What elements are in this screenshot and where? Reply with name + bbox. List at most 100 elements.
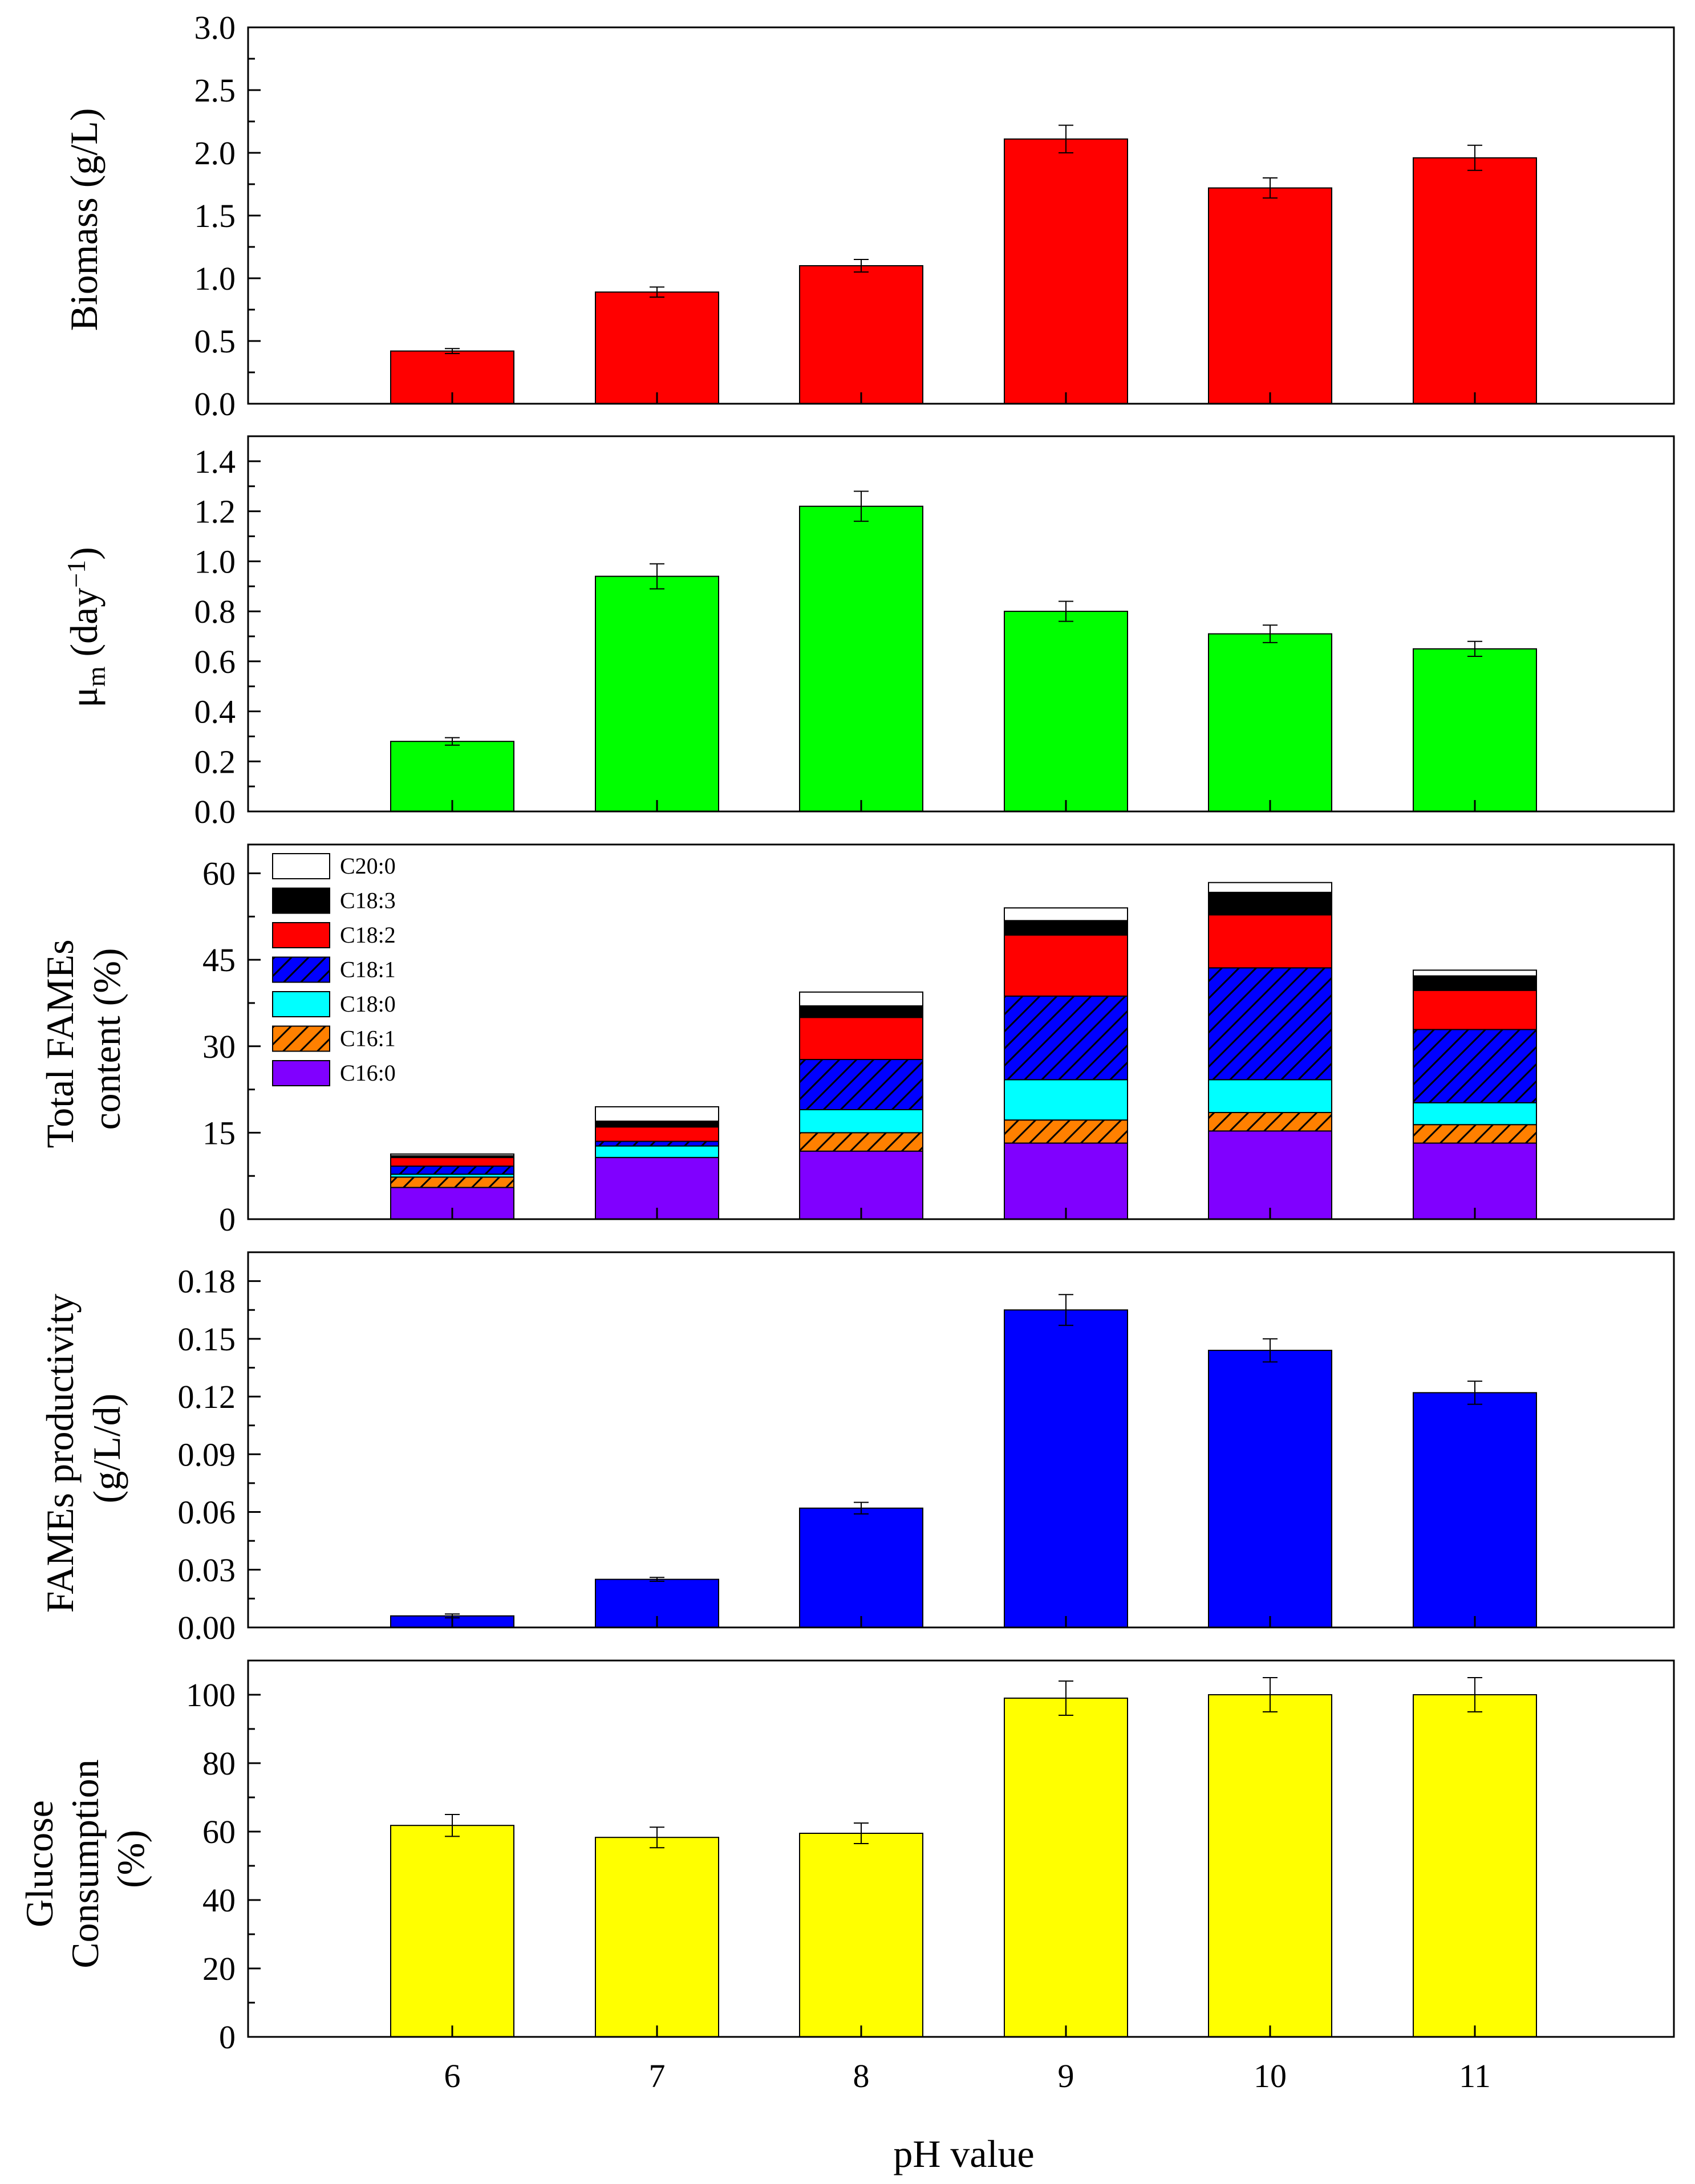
legend-label-C16-1: C16:1 xyxy=(340,1026,396,1052)
y-tick-label-fames-content-3: 45 xyxy=(202,941,236,979)
y-axis-label-fames-productivity: FAMEs productivity (g/L/d) xyxy=(38,1284,128,1613)
error-bar-growth-rate-ph8 xyxy=(854,490,869,522)
error-bar-fames-productivity-ph9 xyxy=(1059,1294,1073,1326)
bar-hatch-fames-content-C18-1-ph7 xyxy=(595,1141,719,1146)
bar-glucose-consumption-ph6 xyxy=(390,1825,514,2037)
y-tick-label-biomass-6: 3.0 xyxy=(194,9,236,46)
bar-fames-content-C20-0-ph10 xyxy=(1208,882,1332,893)
y-tick-label-fames-content-1: 15 xyxy=(202,1114,236,1151)
y-tick-label-biomass-0: 0.0 xyxy=(194,385,236,423)
bar-fames-content-C18-0-ph10 xyxy=(1208,1079,1332,1114)
bar-fames-content-C16-0-ph11 xyxy=(1413,1142,1537,1220)
bar-fames-content-C20-0-ph8 xyxy=(799,991,923,1007)
legend-swatch-C18-3 xyxy=(272,887,330,914)
legend-label-C18-2: C18:2 xyxy=(340,922,396,948)
y-axis-label-mu-main: μ xyxy=(62,687,106,707)
legend-swatch-C18-0 xyxy=(272,991,330,1017)
bar-hatch-fames-content-C16-1-ph11 xyxy=(1413,1125,1536,1143)
y-axis-label-fames-productivity-line2: (g/L/d) xyxy=(85,1394,128,1504)
y-tick-label-fames-productivity-6: 0.18 xyxy=(178,1263,236,1300)
plot-frame-glucose-consumption xyxy=(247,1659,1675,2038)
error-bar-biomass-ph11 xyxy=(1467,144,1482,171)
bar-growth-rate-ph8 xyxy=(799,505,923,812)
y-axis-label-mu: μm (day−1) xyxy=(62,547,110,708)
bar-hatch-fames-content-C18-1-ph9 xyxy=(1004,996,1128,1080)
y-axis-label-mu-sub: m xyxy=(82,666,111,687)
bar-hatch-fames-content-C16-1-ph8 xyxy=(800,1132,923,1151)
error-bar-glucose-consumption-ph7 xyxy=(650,1826,664,1849)
y-tick-label-growth-rate-6: 1.2 xyxy=(194,493,236,530)
y-tick-label-glucose-consumption-5: 100 xyxy=(186,1676,236,1714)
error-bar-biomass-ph8 xyxy=(854,259,869,273)
bar-hatch-fames-content-C16-1-ph6 xyxy=(391,1177,514,1188)
error-bar-growth-rate-ph10 xyxy=(1263,624,1278,643)
error-bar-growth-rate-ph7 xyxy=(650,563,664,590)
bar-hatch-fames-content-C18-1-ph8 xyxy=(800,1059,923,1110)
plot-frame-growth-rate xyxy=(247,435,1675,813)
bar-biomass-ph8 xyxy=(799,265,923,404)
y-axis-label-glucose-line1: Glucose xyxy=(18,1800,61,1927)
error-bar-fames-productivity-ph11 xyxy=(1467,1381,1482,1405)
y-axis-label-fames-productivity-line1: FAMEs productivity xyxy=(38,1294,82,1613)
legend-label-C20-0: C20:0 xyxy=(340,853,396,879)
y-tick-label-glucose-consumption-2: 40 xyxy=(202,1882,236,1919)
plot-frame-fames-content xyxy=(247,843,1675,1220)
x-tick-labels: 6 7 8 9 10 11 xyxy=(444,2057,1491,2094)
panel-biomass: 0.0 0.5 1.0 1.5 2.0 2.5 3.0 xyxy=(194,9,1675,423)
legend-swatch-hatch-C16-1 xyxy=(273,1026,330,1052)
bar-fames-content-C20-0-ph6 xyxy=(390,1153,514,1156)
y-tick-label-growth-rate-3: 0.6 xyxy=(194,643,236,680)
error-bar-glucose-consumption-ph9 xyxy=(1059,1680,1073,1716)
y-tick-label-glucose-consumption-0: 0 xyxy=(219,2019,236,2056)
bar-fames-content-C20-0-ph11 xyxy=(1413,969,1537,977)
y-tick-label-glucose-consumption-3: 60 xyxy=(202,1813,236,1850)
error-bar-glucose-consumption-ph10 xyxy=(1263,1677,1278,1712)
bar-fames-content-C20-0-ph9 xyxy=(1004,907,1128,921)
bar-growth-rate-ph11 xyxy=(1413,648,1537,813)
y-tick-label-growth-rate-0: 0.0 xyxy=(194,793,236,830)
bar-biomass-ph9 xyxy=(1004,138,1128,405)
x-tick-label-10: 10 xyxy=(1254,2057,1287,2094)
x-tick-label-6: 6 xyxy=(444,2057,461,2094)
bar-glucose-consumption-ph7 xyxy=(595,1837,719,2037)
error-bar-fames-productivity-ph10 xyxy=(1263,1338,1278,1363)
bar-fames-content-C18-2-ph6 xyxy=(390,1156,514,1167)
legend-swatch-hatch-C18-1 xyxy=(273,957,330,983)
bar-hatch-fames-content-C16-1-ph9 xyxy=(1004,1120,1128,1143)
bar-fames-productivity-ph9 xyxy=(1004,1309,1128,1628)
y-axis-label-mu-mid: (day xyxy=(62,588,106,667)
error-bar-growth-rate-ph11 xyxy=(1467,640,1482,657)
y-tick-label-growth-rate-7: 1.4 xyxy=(194,443,236,480)
x-tick-label-8: 8 xyxy=(853,2057,870,2094)
x-tick-label-9: 9 xyxy=(1058,2057,1074,2094)
bar-fames-content-C18-3-ph11 xyxy=(1413,975,1537,991)
y-tick-label-biomass-1: 0.5 xyxy=(194,323,236,360)
error-bar-growth-rate-ph9 xyxy=(1059,600,1073,622)
bar-fames-content-C18-3-ph8 xyxy=(799,1005,923,1018)
bar-fames-content-C16-0-ph9 xyxy=(1004,1142,1128,1220)
bar-glucose-consumption-ph11 xyxy=(1413,1694,1537,2037)
bar-fames-content-C18-2-ph8 xyxy=(799,1017,923,1061)
y-tick-label-fames-content-2: 30 xyxy=(202,1028,236,1065)
bar-glucose-consumption-ph8 xyxy=(799,1833,923,2037)
y-tick-label-growth-rate-1: 0.2 xyxy=(194,743,236,780)
error-bar-glucose-consumption-ph11 xyxy=(1467,1677,1482,1712)
panel-fames-productivity: 0.00 0.03 0.06 0.09 0.12 0.15 0.18 xyxy=(178,1251,1675,1646)
y-tick-label-growth-rate-2: 0.4 xyxy=(194,693,236,730)
y-tick-label-fames-productivity-2: 0.06 xyxy=(178,1494,236,1531)
y-tick-label-fames-productivity-5: 0.15 xyxy=(178,1321,236,1358)
panels: 0.0 0.5 1.0 1.5 2.0 2.5 3.0 0.0 0.2 0.4 0.6 0.8 1.0 1… xyxy=(178,9,1675,2056)
bar-fames-content-C18-2-ph11 xyxy=(1413,989,1537,1030)
y-axis-label-glucose: Glucose Consumption (%) xyxy=(18,1749,152,1968)
y-axis-label-fames-content-line1: Total FAMEs xyxy=(38,939,82,1148)
y-tick-label-glucose-consumption-4: 80 xyxy=(202,1745,236,1782)
legend-label-C18-3: C18:3 xyxy=(340,888,396,914)
bar-fames-content-C18-2-ph9 xyxy=(1004,934,1128,997)
y-axis-label-mu-end: ) xyxy=(62,547,106,560)
y-tick-label-biomass-3: 1.5 xyxy=(194,197,236,234)
bar-fames-content-C18-3-ph9 xyxy=(1004,920,1128,936)
legend-label-C18-1: C18:1 xyxy=(340,957,396,983)
y-tick-label-fames-content-4: 60 xyxy=(202,855,236,892)
y-axis-label-fames-content-line2: content (%) xyxy=(85,948,128,1130)
